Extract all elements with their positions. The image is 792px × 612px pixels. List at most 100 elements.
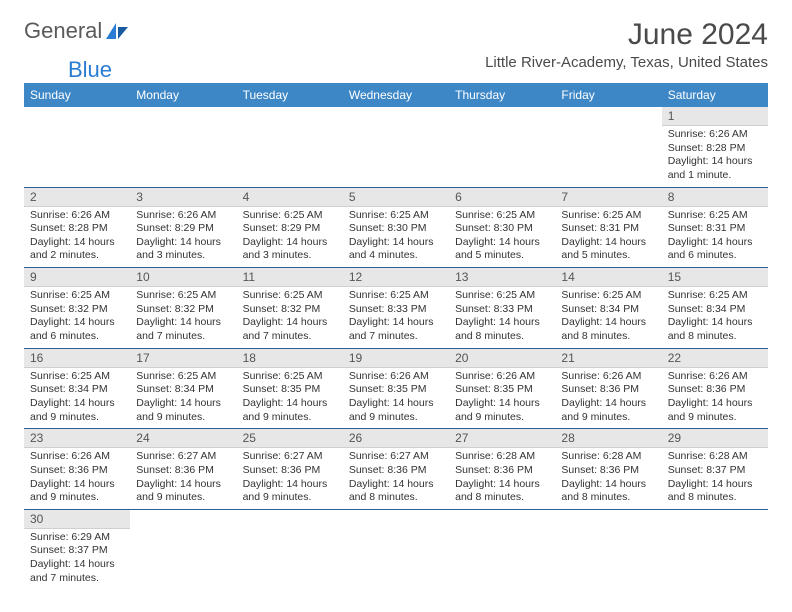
day-number: 20 [449, 349, 555, 368]
daylight-line: Daylight: 14 hours and 8 minutes. [349, 478, 443, 505]
weekday-header-row: Sunday Monday Tuesday Wednesday Thursday… [24, 83, 768, 107]
brand-logo: General [24, 18, 130, 44]
day-number: 5 [343, 188, 449, 207]
weekday-header: Friday [555, 83, 661, 107]
calendar-day-cell: 10Sunrise: 6:25 AMSunset: 8:32 PMDayligh… [130, 268, 236, 349]
calendar-week-row: 1Sunrise: 6:26 AMSunset: 8:28 PMDaylight… [24, 107, 768, 187]
day-details: Sunrise: 6:25 AMSunset: 8:30 PMDaylight:… [343, 207, 449, 268]
calendar-day-cell: 14Sunrise: 6:25 AMSunset: 8:34 PMDayligh… [555, 268, 661, 349]
sunset-line: Sunset: 8:34 PM [668, 303, 762, 317]
day-details: Sunrise: 6:26 AMSunset: 8:36 PMDaylight:… [24, 448, 130, 509]
daylight-line: Daylight: 14 hours and 6 minutes. [668, 236, 762, 263]
sunset-line: Sunset: 8:29 PM [136, 222, 230, 236]
sunset-line: Sunset: 8:37 PM [668, 464, 762, 478]
calendar-day-cell: 19Sunrise: 6:26 AMSunset: 8:35 PMDayligh… [343, 348, 449, 429]
day-details: Sunrise: 6:26 AMSunset: 8:29 PMDaylight:… [130, 207, 236, 268]
sunrise-line: Sunrise: 6:26 AM [30, 450, 124, 464]
calendar-week-row: 9Sunrise: 6:25 AMSunset: 8:32 PMDaylight… [24, 268, 768, 349]
sunrise-line: Sunrise: 6:26 AM [561, 370, 655, 384]
sunset-line: Sunset: 8:36 PM [136, 464, 230, 478]
brand-part1: General [24, 18, 102, 44]
calendar-day-cell: 20Sunrise: 6:26 AMSunset: 8:35 PMDayligh… [449, 348, 555, 429]
day-number: 3 [130, 188, 236, 207]
sunset-line: Sunset: 8:34 PM [30, 383, 124, 397]
weekday-header: Thursday [449, 83, 555, 107]
sunrise-line: Sunrise: 6:25 AM [668, 289, 762, 303]
sunset-line: Sunset: 8:31 PM [561, 222, 655, 236]
day-number: 26 [343, 429, 449, 448]
day-number: 9 [24, 268, 130, 287]
daylight-line: Daylight: 14 hours and 9 minutes. [349, 397, 443, 424]
sunrise-line: Sunrise: 6:25 AM [136, 289, 230, 303]
daylight-line: Daylight: 14 hours and 7 minutes. [349, 316, 443, 343]
sunset-line: Sunset: 8:32 PM [30, 303, 124, 317]
daylight-line: Daylight: 14 hours and 4 minutes. [349, 236, 443, 263]
day-details: Sunrise: 6:28 AMSunset: 8:36 PMDaylight:… [449, 448, 555, 509]
daylight-line: Daylight: 14 hours and 9 minutes. [30, 478, 124, 505]
calendar-day-cell [555, 509, 661, 589]
calendar-day-cell [237, 107, 343, 187]
sunrise-line: Sunrise: 6:26 AM [349, 370, 443, 384]
sunset-line: Sunset: 8:30 PM [349, 222, 443, 236]
day-details: Sunrise: 6:26 AMSunset: 8:28 PMDaylight:… [662, 126, 768, 187]
calendar-day-cell: 13Sunrise: 6:25 AMSunset: 8:33 PMDayligh… [449, 268, 555, 349]
calendar-day-cell [24, 107, 130, 187]
calendar-week-row: 16Sunrise: 6:25 AMSunset: 8:34 PMDayligh… [24, 348, 768, 429]
weekday-header: Sunday [24, 83, 130, 107]
sunset-line: Sunset: 8:36 PM [561, 464, 655, 478]
calendar-day-cell [662, 509, 768, 589]
calendar-day-cell: 18Sunrise: 6:25 AMSunset: 8:35 PMDayligh… [237, 348, 343, 429]
day-number: 28 [555, 429, 661, 448]
sunset-line: Sunset: 8:36 PM [561, 383, 655, 397]
sunset-line: Sunset: 8:37 PM [30, 544, 124, 558]
sunset-line: Sunset: 8:33 PM [455, 303, 549, 317]
day-number: 30 [24, 510, 130, 529]
sunset-line: Sunset: 8:35 PM [243, 383, 337, 397]
calendar-day-cell: 23Sunrise: 6:26 AMSunset: 8:36 PMDayligh… [24, 429, 130, 510]
daylight-line: Daylight: 14 hours and 2 minutes. [30, 236, 124, 263]
calendar-day-cell: 1Sunrise: 6:26 AMSunset: 8:28 PMDaylight… [662, 107, 768, 187]
daylight-line: Daylight: 14 hours and 9 minutes. [136, 397, 230, 424]
calendar-day-cell: 30Sunrise: 6:29 AMSunset: 8:37 PMDayligh… [24, 509, 130, 589]
daylight-line: Daylight: 14 hours and 9 minutes. [136, 478, 230, 505]
sunset-line: Sunset: 8:36 PM [349, 464, 443, 478]
daylight-line: Daylight: 14 hours and 9 minutes. [243, 478, 337, 505]
day-details: Sunrise: 6:29 AMSunset: 8:37 PMDaylight:… [24, 529, 130, 590]
calendar-day-cell: 16Sunrise: 6:25 AMSunset: 8:34 PMDayligh… [24, 348, 130, 429]
sunrise-line: Sunrise: 6:28 AM [668, 450, 762, 464]
calendar-day-cell: 28Sunrise: 6:28 AMSunset: 8:36 PMDayligh… [555, 429, 661, 510]
day-number: 25 [237, 429, 343, 448]
day-details: Sunrise: 6:25 AMSunset: 8:32 PMDaylight:… [237, 287, 343, 348]
calendar-day-cell: 4Sunrise: 6:25 AMSunset: 8:29 PMDaylight… [237, 187, 343, 268]
day-number: 8 [662, 188, 768, 207]
calendar-day-cell [449, 107, 555, 187]
day-details: Sunrise: 6:26 AMSunset: 8:35 PMDaylight:… [449, 368, 555, 429]
sunset-line: Sunset: 8:29 PM [243, 222, 337, 236]
calendar-day-cell: 5Sunrise: 6:25 AMSunset: 8:30 PMDaylight… [343, 187, 449, 268]
daylight-line: Daylight: 14 hours and 7 minutes. [136, 316, 230, 343]
day-details: Sunrise: 6:27 AMSunset: 8:36 PMDaylight:… [130, 448, 236, 509]
sunset-line: Sunset: 8:30 PM [455, 222, 549, 236]
daylight-line: Daylight: 14 hours and 9 minutes. [561, 397, 655, 424]
calendar-day-cell: 11Sunrise: 6:25 AMSunset: 8:32 PMDayligh… [237, 268, 343, 349]
calendar-week-row: 23Sunrise: 6:26 AMSunset: 8:36 PMDayligh… [24, 429, 768, 510]
weekday-header: Wednesday [343, 83, 449, 107]
day-details: Sunrise: 6:25 AMSunset: 8:29 PMDaylight:… [237, 207, 343, 268]
day-number: 11 [237, 268, 343, 287]
day-number: 18 [237, 349, 343, 368]
sunrise-line: Sunrise: 6:26 AM [30, 209, 124, 223]
calendar-day-cell [237, 509, 343, 589]
sunrise-line: Sunrise: 6:28 AM [561, 450, 655, 464]
day-number: 14 [555, 268, 661, 287]
day-details: Sunrise: 6:25 AMSunset: 8:30 PMDaylight:… [449, 207, 555, 268]
sunrise-line: Sunrise: 6:26 AM [455, 370, 549, 384]
day-number: 10 [130, 268, 236, 287]
weekday-header: Tuesday [237, 83, 343, 107]
sunset-line: Sunset: 8:28 PM [30, 222, 124, 236]
day-number: 21 [555, 349, 661, 368]
weekday-header: Saturday [662, 83, 768, 107]
calendar-day-cell: 12Sunrise: 6:25 AMSunset: 8:33 PMDayligh… [343, 268, 449, 349]
day-details: Sunrise: 6:25 AMSunset: 8:34 PMDaylight:… [24, 368, 130, 429]
calendar-day-cell: 7Sunrise: 6:25 AMSunset: 8:31 PMDaylight… [555, 187, 661, 268]
calendar-week-row: 2Sunrise: 6:26 AMSunset: 8:28 PMDaylight… [24, 187, 768, 268]
